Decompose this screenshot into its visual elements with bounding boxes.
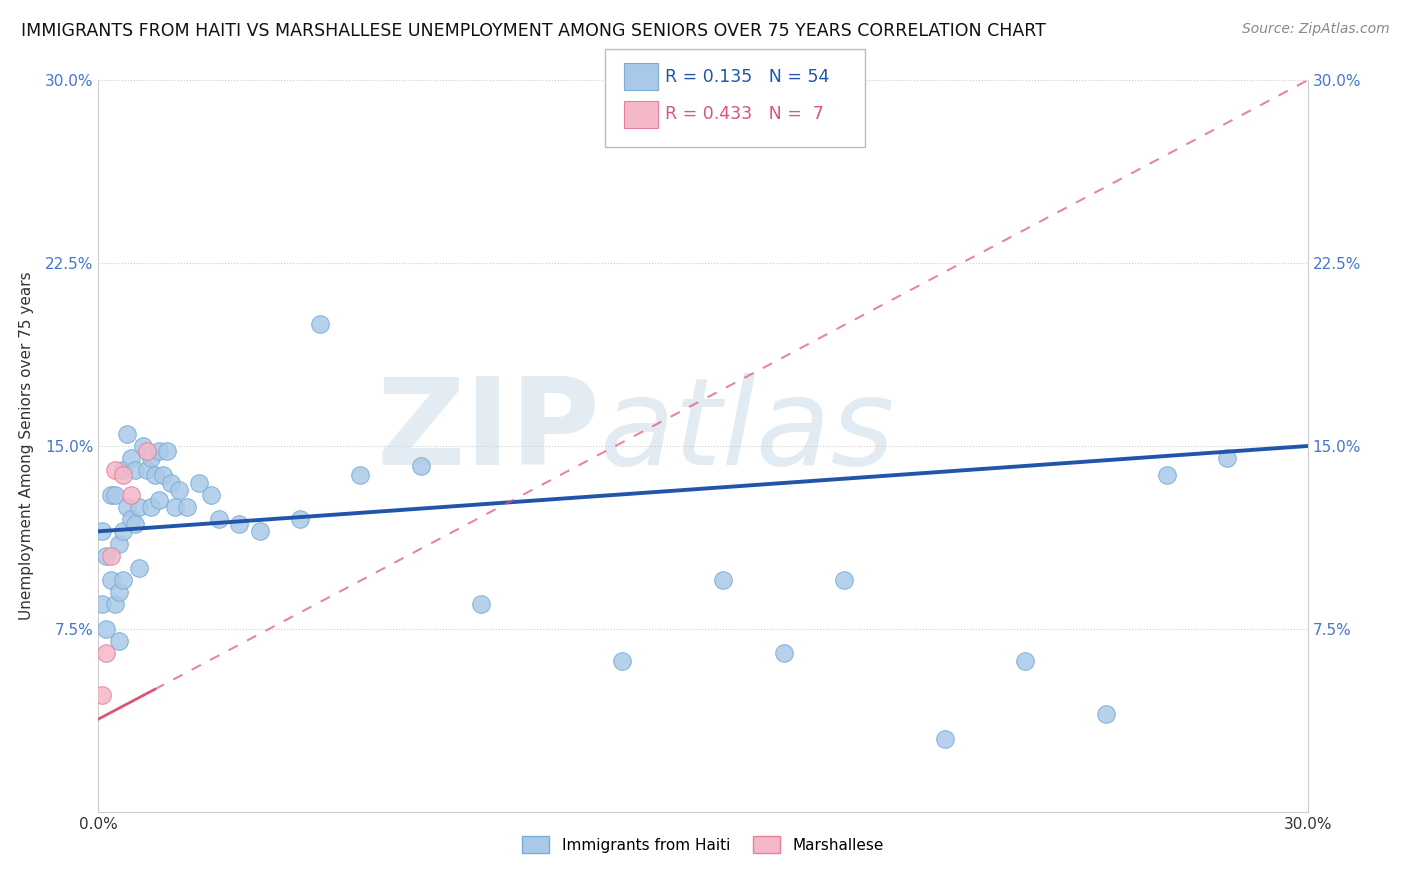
- Point: [139, 500, 162, 514]
- Point: [103, 488, 125, 502]
- Point: [249, 524, 271, 539]
- Point: [200, 488, 222, 502]
- Point: [135, 443, 157, 458]
- Point: [120, 512, 142, 526]
- Point: [309, 317, 332, 331]
- Point: [188, 475, 211, 490]
- Point: [111, 573, 134, 587]
- Point: [163, 500, 186, 514]
- Point: [107, 585, 129, 599]
- Point: [111, 468, 134, 483]
- Point: [96, 622, 118, 636]
- Point: [91, 598, 114, 612]
- Point: [111, 524, 134, 539]
- Point: [128, 500, 150, 514]
- Point: [120, 451, 142, 466]
- Point: [143, 468, 166, 483]
- Point: [115, 426, 138, 441]
- Point: [148, 492, 170, 507]
- Point: [711, 573, 734, 587]
- Point: [228, 516, 250, 531]
- Text: IMMIGRANTS FROM HAITI VS MARSHALLESE UNEMPLOYMENT AMONG SENIORS OVER 75 YEARS CO: IMMIGRANTS FROM HAITI VS MARSHALLESE UNE…: [21, 22, 1046, 40]
- Point: [135, 463, 157, 477]
- Point: [103, 598, 125, 612]
- Y-axis label: Unemployment Among Seniors over 75 years: Unemployment Among Seniors over 75 years: [18, 272, 34, 620]
- Point: [124, 463, 146, 477]
- Text: R = 0.433   N =  7: R = 0.433 N = 7: [665, 105, 824, 123]
- Point: [832, 573, 855, 587]
- Point: [91, 688, 114, 702]
- Point: [167, 483, 190, 497]
- Point: [107, 536, 129, 550]
- Point: [176, 500, 198, 514]
- Point: [288, 512, 311, 526]
- Point: [156, 443, 179, 458]
- Point: [107, 634, 129, 648]
- Point: [115, 500, 138, 514]
- Point: [139, 451, 162, 466]
- Point: [1014, 654, 1036, 668]
- Point: [208, 512, 231, 526]
- Point: [120, 488, 142, 502]
- Point: [103, 463, 125, 477]
- Point: [152, 468, 174, 483]
- Point: [91, 524, 114, 539]
- Point: [100, 488, 122, 502]
- Point: [1095, 707, 1118, 722]
- Point: [409, 458, 432, 473]
- Text: Source: ZipAtlas.com: Source: ZipAtlas.com: [1241, 22, 1389, 37]
- Point: [132, 439, 155, 453]
- Point: [100, 549, 122, 563]
- Point: [148, 443, 170, 458]
- Point: [100, 573, 122, 587]
- Text: atlas: atlas: [600, 373, 896, 490]
- Point: [111, 463, 134, 477]
- Point: [124, 516, 146, 531]
- Text: R = 0.135   N = 54: R = 0.135 N = 54: [665, 68, 830, 86]
- Point: [612, 654, 634, 668]
- Point: [96, 549, 118, 563]
- Point: [934, 731, 956, 746]
- Legend: Immigrants from Haiti, Marshallese: Immigrants from Haiti, Marshallese: [516, 830, 890, 859]
- Point: [1156, 468, 1178, 483]
- Point: [160, 475, 183, 490]
- Point: [96, 646, 118, 660]
- Point: [128, 561, 150, 575]
- Point: [772, 646, 794, 660]
- Point: [349, 468, 371, 483]
- Point: [470, 598, 492, 612]
- Point: [1216, 451, 1239, 466]
- Text: ZIP: ZIP: [377, 373, 600, 490]
